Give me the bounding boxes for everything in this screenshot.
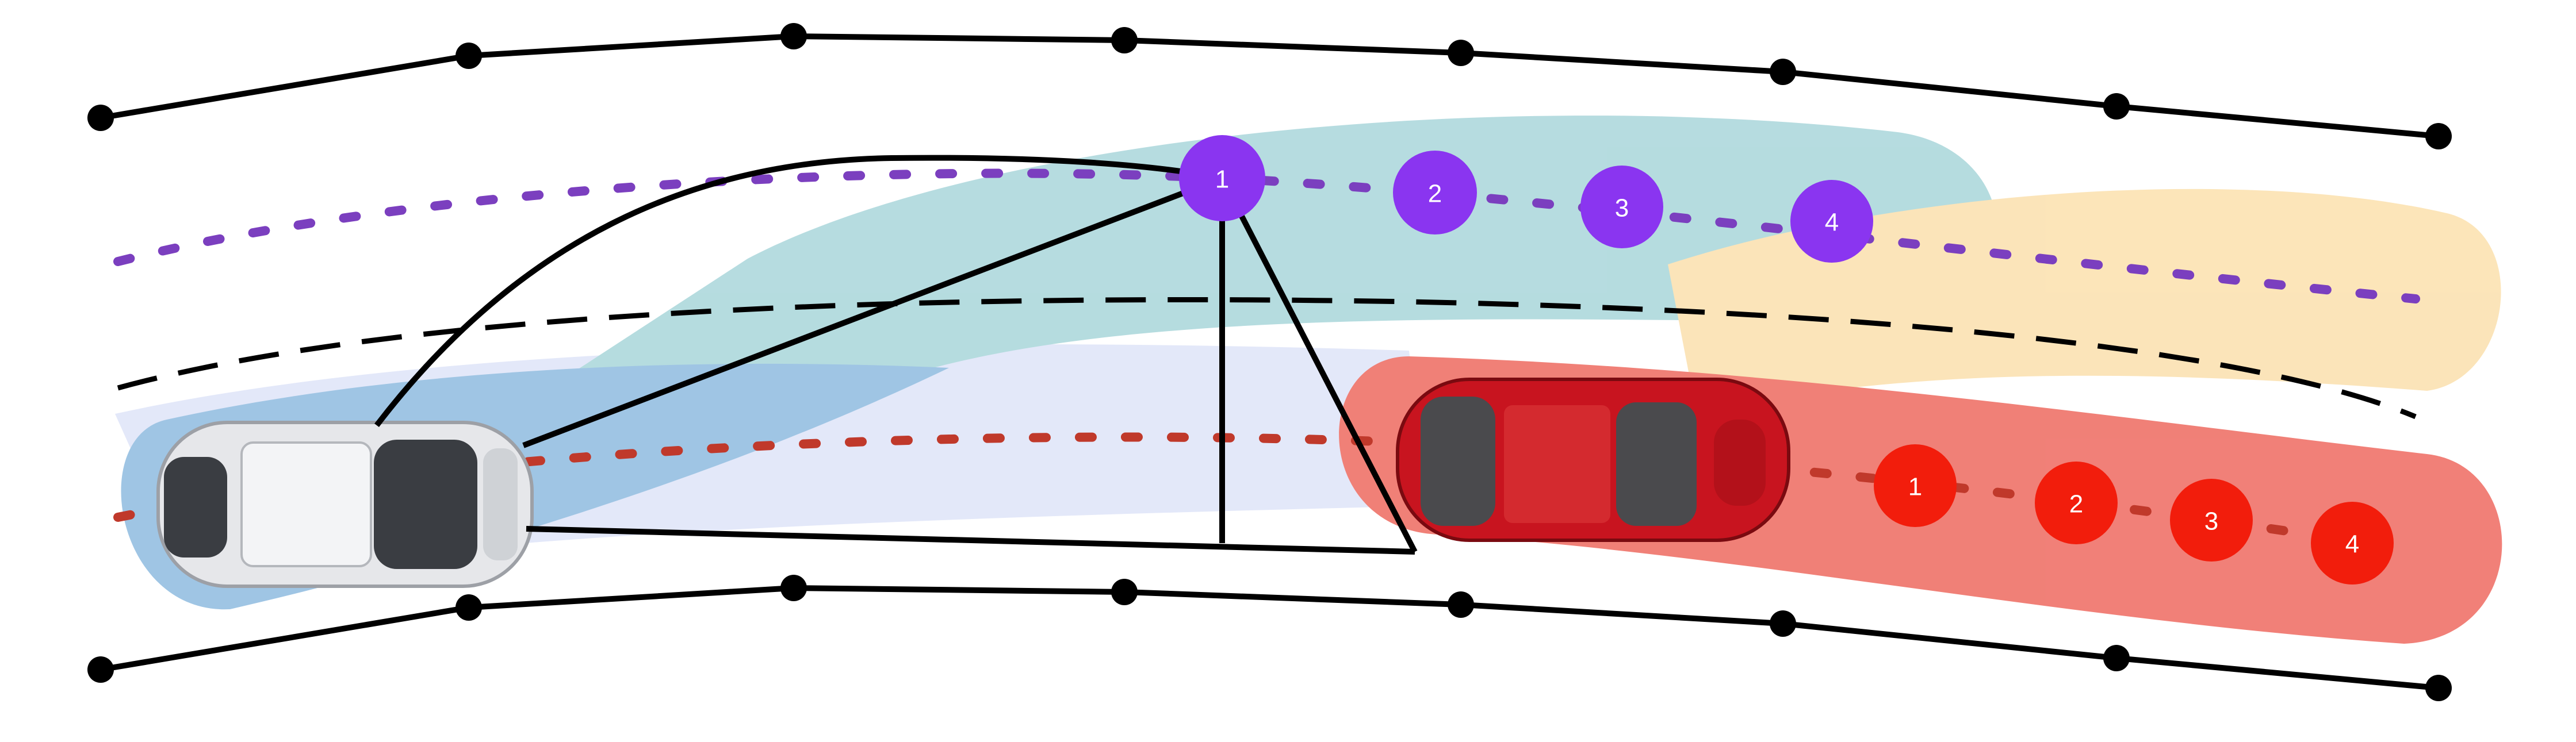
purple-waypoint: 3: [1580, 166, 1663, 248]
purple-waypoints: 1 2 3 4: [1179, 135, 1873, 263]
waypoint-label: 4: [1825, 209, 1839, 237]
boundary-node: [87, 105, 114, 131]
boundary-node: [1770, 610, 1796, 637]
waypoint-label: 2: [2069, 490, 2083, 518]
waypoint-label: 1: [1215, 166, 1229, 194]
boundary-node: [2103, 93, 2130, 120]
arc-line: [374, 155, 1223, 428]
red-waypoint: 2: [2035, 462, 2118, 544]
red-waypoint: 1: [1874, 444, 1957, 527]
purple-waypoint: 1: [1179, 135, 1265, 221]
red-waypoint: 3: [2170, 479, 2253, 562]
waypoint-label: 2: [1428, 180, 1442, 208]
teal-zone: [219, 116, 1997, 603]
bottom-road-boundary: [100, 585, 2439, 691]
red-waypoints: 1 2 3 4: [1874, 444, 2394, 585]
boundary-node: [456, 594, 482, 621]
boundary-node: [87, 656, 114, 683]
purple-waypoint: 2: [1393, 151, 1477, 234]
boundary-node: [1111, 579, 1138, 605]
slant-line: [1219, 176, 1418, 553]
lane-divider: [117, 297, 2417, 420]
base-line: [526, 526, 1415, 555]
boundary-node: [2425, 123, 2452, 149]
boundary-node: [2103, 645, 2130, 671]
diagonal-line: [522, 175, 1223, 448]
boundary-node: [1448, 40, 1474, 66]
waypoint-label: 1: [1908, 473, 1922, 501]
construction-lines: [374, 155, 1418, 555]
waypoint-label: 3: [2204, 508, 2218, 536]
road-boundaries: [87, 23, 2452, 701]
boundary-node: [1770, 59, 1796, 85]
waypoint-label: 4: [2345, 530, 2359, 559]
top-road-boundary: [100, 33, 2439, 139]
red-car-icon: [1396, 378, 1790, 542]
white-car-icon: [156, 421, 534, 588]
boundary-nodes: [87, 23, 2452, 701]
waypoint-label: 3: [1615, 194, 1629, 222]
red-waypoint: 4: [2311, 502, 2394, 585]
boundary-node: [1448, 591, 1474, 618]
orange-zone: [1668, 189, 2501, 414]
boundary-node: [1111, 27, 1138, 53]
boundary-node: [2425, 675, 2452, 701]
boundary-node: [780, 575, 807, 601]
boundary-node: [780, 23, 807, 49]
purple-waypoint: 4: [1790, 180, 1873, 263]
boundary-node: [456, 43, 482, 69]
